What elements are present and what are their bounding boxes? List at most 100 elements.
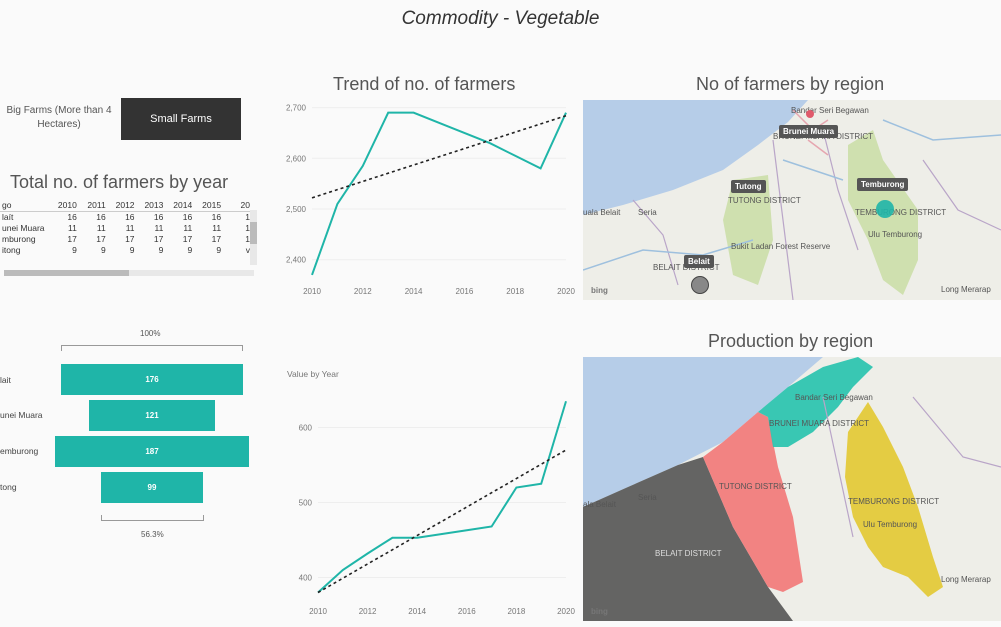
matrix-cell: 11 (154, 223, 164, 233)
y-tick-label: 2,500 (286, 205, 307, 214)
bing-logo: bing (591, 286, 608, 295)
trend-chart-title: Trend of no. of farmers (333, 74, 516, 94)
map2-label: Long Merarap (941, 575, 991, 584)
funnel-bottom-label: 56.3% (141, 530, 164, 539)
matrix-cell: 11 (212, 223, 222, 233)
map1-label: Ulu Temburong (868, 230, 923, 239)
map2-label: TUTONG DISTRICT (719, 482, 792, 491)
matrix-cell: 16 (125, 212, 135, 222)
map-bubble-belait[interactable] (691, 276, 709, 294)
funnel-category: tong (0, 482, 17, 492)
series-line (317, 400, 567, 594)
map1-title: No of farmers by region (696, 74, 885, 94)
matrix-cell: 17 (153, 234, 164, 244)
map2-label: Seria (638, 493, 657, 502)
map2-label: Ulu Temburong (863, 520, 918, 529)
matrix-header: 20 (223, 200, 252, 212)
y-tick-label: 500 (299, 499, 313, 508)
matrix-cell: 11 (68, 223, 77, 233)
matrix-cell: 1 (245, 223, 250, 233)
map-pin-belait[interactable]: Belait (684, 255, 714, 268)
y-tick-label: 2,600 (286, 154, 307, 163)
x-tick-label: 2018 (508, 607, 526, 616)
funnel-bar[interactable]: 176 (60, 364, 244, 395)
matrix-horizontal-scrollbar[interactable] (4, 270, 254, 276)
matrix-header: go (0, 200, 50, 212)
map-pin-temburong[interactable]: Temburong (857, 178, 909, 191)
matrix-horizontal-scroll-thumb[interactable] (4, 270, 129, 276)
map-bubble-brunei-muara[interactable] (806, 110, 814, 118)
series-line (311, 111, 567, 276)
matrix-cell: 9 (216, 245, 222, 255)
funnel-top-bracket (61, 345, 243, 351)
x-tick-label: 2012 (354, 287, 372, 296)
funnel-bar[interactable]: 121 (89, 400, 215, 431)
map2-label: Bandar Seri Begawan (795, 393, 873, 402)
matrix-cell: itong (2, 245, 21, 255)
matrix-cell: 16 (67, 212, 77, 222)
region-brunei-muara (758, 357, 873, 447)
matrix-cell: v (245, 245, 250, 255)
bing-logo: bing (591, 607, 608, 616)
matrix-cell: 11 (125, 223, 135, 233)
map1-label: Bandar Seri Begawan (791, 106, 869, 115)
matrix-vertical-scroll-thumb[interactable] (250, 222, 257, 244)
table-row: laít 16 16 16 16 16 16 1 (0, 212, 252, 224)
matrix-cell: 17 (182, 234, 193, 244)
y-tick-label: 400 (299, 574, 313, 583)
map1-label: Seria (638, 208, 657, 217)
matrix-cell: 17 (96, 234, 106, 244)
trend-line-chart: 2,400 2,500 2,600 2,700 2010 2012 2014 2016 2018… (286, 104, 575, 296)
region-belait (583, 457, 793, 621)
matrix-cell: 9 (129, 245, 135, 255)
production-region-map[interactable]: Bandar Seri Begawan BRUNEI MUARA DISTRIC… (583, 357, 1001, 621)
matrix-cell: 9 (100, 245, 106, 255)
matrix-cell: mburong (2, 234, 36, 244)
matrix-cell: 16 (182, 212, 193, 222)
matrix-cell: 11 (96, 223, 106, 233)
x-tick-label: 2012 (359, 607, 377, 616)
funnel-top-label: 100% (140, 329, 161, 338)
matrix-cell: 17 (67, 234, 77, 244)
x-tick-label: 2020 (557, 287, 575, 296)
matrix-header: 2011 (78, 200, 108, 212)
matrix-cell: 16 (211, 212, 222, 222)
matrix-cell: 16 (96, 212, 106, 222)
matrix-cell: unei Muara (2, 223, 45, 233)
matrix-cell: 16 (153, 212, 164, 222)
slicer-big-farms[interactable]: Big Farms (More than 4 Hectares) (6, 105, 112, 130)
map-pin-tutong[interactable]: Tutong (731, 180, 766, 193)
y-tick-label: 2,400 (286, 256, 307, 265)
funnel-bar[interactable]: 99 (100, 472, 204, 503)
map1-label: TEMBURONG DISTRICT (855, 208, 947, 217)
map2-label: BRUNEI MUARA DISTRICT (769, 419, 870, 428)
map1-label: Long Merarap (941, 285, 991, 294)
page-title: Commodity - Vegetable (401, 8, 600, 29)
matrix-cell: 11 (183, 223, 193, 233)
table-row: mburong 17 17 17 17 17 17 1 (0, 234, 252, 245)
value-by-year-line-chart: 400 500 600 2010 2012 2014 2016 2018 2020 (299, 400, 575, 616)
slicer-small-farms[interactable]: Small Farms (121, 98, 241, 140)
map1-label: Bukit Ladan Forest Reserve (731, 242, 831, 251)
matrix-cell: 9 (187, 245, 193, 255)
x-tick-label: 2020 (557, 607, 575, 616)
matrix-cell: 17 (125, 234, 135, 244)
map2-label: ala Belait (583, 500, 616, 509)
farmers-region-map[interactable]: Bandar Seri Begawan BRUNEI MUARA DISTRIC… (583, 100, 1001, 300)
region-tutong (703, 412, 803, 592)
matrix-header: 2012 (107, 200, 137, 212)
x-tick-label: 2010 (309, 607, 327, 616)
funnel-category: unei Muara (0, 410, 43, 420)
map-bubble-temburong[interactable] (876, 200, 894, 218)
map-pin-brunei-muara[interactable]: Brunei Muara (779, 125, 839, 138)
funnel-category: emburong (0, 446, 39, 456)
matrix-header: 2014 (165, 200, 195, 212)
map2-label: TEMBURONG DISTRICT (848, 497, 940, 506)
map1-label: TUTONG DISTRICT (728, 196, 801, 205)
matrix-cell: 9 (72, 245, 77, 255)
map2-land (583, 357, 1001, 621)
funnel-category: lait (0, 375, 11, 385)
x-tick-label: 2018 (506, 287, 524, 296)
funnel-bar[interactable]: 187 (55, 436, 249, 467)
trend-line (311, 114, 567, 199)
